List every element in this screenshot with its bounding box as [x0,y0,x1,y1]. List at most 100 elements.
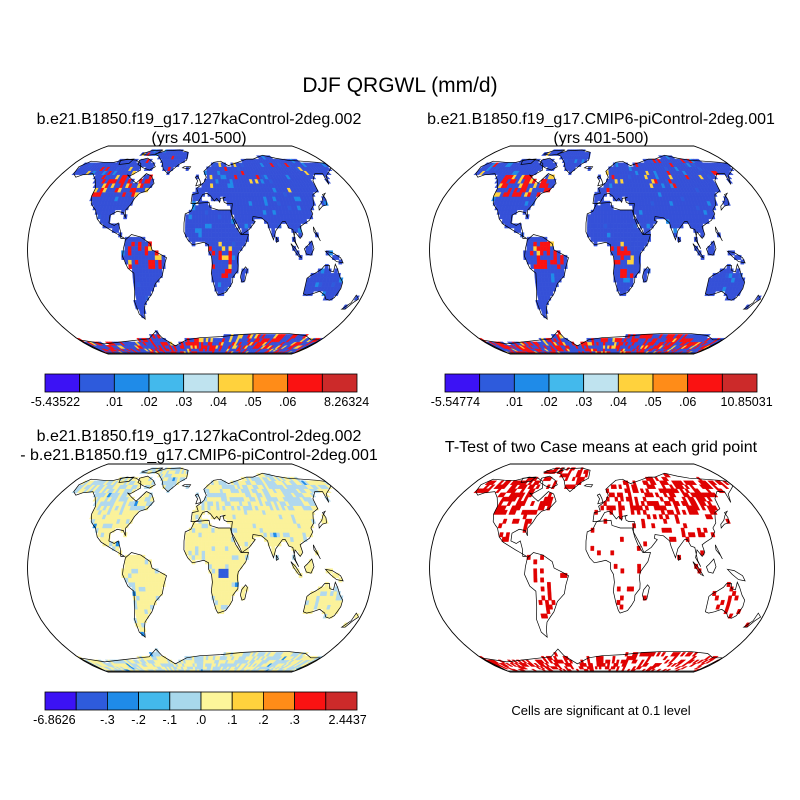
grid-cell [597,209,601,215]
grid-cell [151,259,156,265]
grid-cell [224,590,229,596]
grid-cell [620,268,625,274]
grid-cell [597,196,601,202]
grid-cell [610,223,615,229]
grid-cell [217,281,222,288]
grid-cell [557,272,562,278]
grid-cell [221,541,226,547]
grid-cell [221,595,226,601]
grid-cell [201,209,206,215]
grid-cell [629,272,634,278]
grid-cell [144,563,149,569]
grid-cell [209,183,214,188]
grid-cell [590,218,595,224]
grid-cell [547,277,552,283]
grid-cell [543,263,548,269]
panel1-title: b.e21.B1850.f19_g17.127kaControl-2deg.00… [0,110,398,148]
grid-cell [225,259,229,265]
grid-cell [633,236,638,242]
grid-cell [225,577,229,583]
grid-cell [636,214,641,220]
grid-cell [218,241,223,247]
grid-cell [221,223,226,229]
grid-cell [612,187,616,193]
grid-cell [590,227,595,233]
grid-cell [598,341,602,346]
grid-cell [626,272,631,278]
grid-cell [244,223,249,229]
grid-cell [225,245,229,251]
grid-cell [201,337,205,343]
grid-cell [606,209,611,215]
grid-cell [234,214,239,220]
grid-cell [158,254,163,260]
grid-cell [191,236,196,242]
grid-cell [216,191,221,197]
grid-cell [600,337,604,343]
grid-cell [221,550,226,556]
grid-cell [622,209,627,215]
grid-cell [231,586,236,592]
panel2-title-line1: b.e21.B1850.f19_g17.CMIP6-piControl-2deg… [427,111,775,128]
grid-cell [208,559,213,565]
grid-cell [127,572,132,578]
grid-cell [228,268,233,274]
grid-cell [610,232,615,238]
grid-cell [673,227,678,233]
grid-cell [131,559,136,565]
grid-cell [600,209,605,215]
grid-cell [633,263,638,269]
grid-cell [630,259,635,265]
grid-cell [309,563,313,569]
grid-cell [204,205,209,211]
grid-cell [198,550,203,556]
grid-cell [540,272,545,278]
grid-cell [549,158,555,164]
grid-cell [603,205,608,211]
coastline-iceland [181,166,192,170]
grid-cell [610,245,615,251]
grid-cell [529,254,534,260]
colorbar-tick-label: .04 [610,395,627,409]
grid-cell [231,568,236,574]
grid-cell [210,191,215,197]
grid-cell [188,550,193,556]
grid-cell [198,655,202,661]
grid-cell [619,218,624,224]
grid-cell [227,532,232,538]
grid-cell [194,554,199,560]
panel3-title-line2: - b.e21.B1850.f19_g17.CMIP6-piControl-2d… [20,447,378,464]
grid-cell [191,554,196,560]
grid-cell [224,536,229,542]
globe-background [27,464,373,672]
grid-cell [557,268,562,274]
grid-cell [134,250,139,256]
grid-cell [587,223,591,229]
grid-cell [158,577,163,583]
grid-cell [626,223,631,229]
grid-cell [610,218,615,224]
grid-cell [209,501,214,506]
grid-cell [613,245,618,251]
grid-cell [240,536,245,542]
grid-cell [600,187,604,193]
grid-cell [620,241,625,247]
grid-cell [587,214,592,220]
grid-cell [556,254,561,260]
coastline-antarctica [481,330,723,354]
grid-cell [185,223,189,229]
grid-cell [537,277,543,283]
grid-cell [643,241,648,247]
grid-cell [224,532,229,538]
grid-cell [328,568,333,574]
grid-cell [533,241,538,247]
grid-cell [211,268,216,274]
grid-cell [616,277,621,283]
grid-cell [616,209,621,215]
grid-cell [214,272,219,278]
grid-cell [194,348,198,352]
grid-cell [194,341,198,346]
grid-cell [218,541,223,547]
grid-cell [210,505,214,511]
grid-cell [603,223,608,229]
